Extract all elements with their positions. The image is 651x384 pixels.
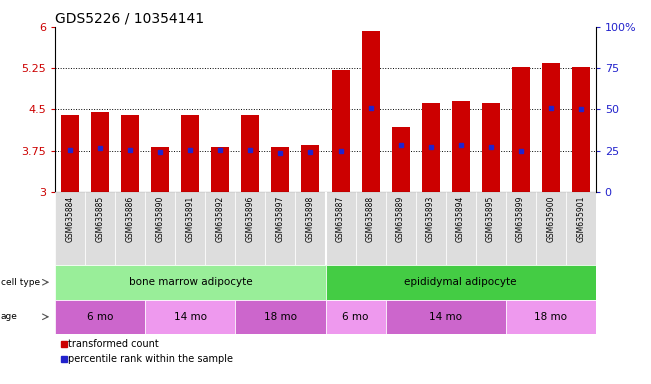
Text: GSM635892: GSM635892 [216, 196, 225, 242]
Bar [115, 192, 145, 265]
Bar [182, 115, 199, 192]
Bar [506, 192, 536, 265]
Text: age: age [1, 312, 18, 321]
Bar [145, 300, 236, 334]
Text: transformed count: transformed count [68, 339, 159, 349]
Bar [326, 265, 596, 300]
Bar [55, 300, 145, 334]
Text: 14 mo: 14 mo [174, 312, 207, 322]
Text: cell type: cell type [1, 278, 40, 287]
Text: GSM635894: GSM635894 [456, 196, 465, 242]
Bar [152, 147, 169, 192]
Text: GSM635884: GSM635884 [66, 196, 75, 242]
Bar [476, 192, 506, 265]
Bar [536, 192, 566, 265]
Text: GSM635886: GSM635886 [126, 196, 135, 242]
Text: GSM635895: GSM635895 [486, 196, 495, 242]
Text: GSM635901: GSM635901 [576, 196, 585, 242]
Text: GSM635891: GSM635891 [186, 196, 195, 242]
Bar [242, 115, 260, 192]
Text: GSM635888: GSM635888 [366, 196, 375, 242]
Text: 6 mo: 6 mo [87, 312, 113, 322]
Text: GSM635899: GSM635899 [516, 196, 525, 242]
Bar [331, 70, 350, 192]
Text: GSM635885: GSM635885 [96, 196, 105, 242]
Bar [61, 115, 79, 192]
Bar [121, 115, 139, 192]
Bar [452, 101, 469, 192]
Bar [175, 192, 206, 265]
Text: GSM635900: GSM635900 [546, 196, 555, 242]
Text: GSM635896: GSM635896 [246, 196, 255, 242]
Text: GSM635890: GSM635890 [156, 196, 165, 242]
Text: GSM635889: GSM635889 [396, 196, 405, 242]
Text: GSM635898: GSM635898 [306, 196, 315, 242]
Bar [55, 192, 85, 265]
Bar [422, 103, 439, 192]
Text: percentile rank within the sample: percentile rank within the sample [68, 354, 233, 364]
Bar [572, 66, 590, 192]
Text: 18 mo: 18 mo [534, 312, 567, 322]
Bar [385, 192, 415, 265]
Bar [91, 112, 109, 192]
Bar [145, 192, 175, 265]
Bar [271, 147, 290, 192]
Bar [212, 147, 229, 192]
Bar [415, 192, 445, 265]
Text: GSM635887: GSM635887 [336, 196, 345, 242]
Bar [361, 31, 380, 192]
Text: 14 mo: 14 mo [429, 312, 462, 322]
Bar [512, 66, 530, 192]
Text: GSM635893: GSM635893 [426, 196, 435, 242]
Bar [445, 192, 476, 265]
Text: GDS5226 / 10354141: GDS5226 / 10354141 [55, 12, 204, 26]
Bar [206, 192, 236, 265]
Bar [296, 192, 326, 265]
Bar [301, 145, 320, 192]
Bar [326, 192, 355, 265]
Text: 18 mo: 18 mo [264, 312, 297, 322]
Bar [391, 127, 409, 192]
Bar [236, 192, 266, 265]
Text: 6 mo: 6 mo [342, 312, 368, 322]
Bar [566, 192, 596, 265]
Bar [385, 300, 506, 334]
Bar [542, 63, 560, 192]
Text: epididymal adipocyte: epididymal adipocyte [404, 277, 517, 287]
Bar [355, 192, 385, 265]
Text: GSM635897: GSM635897 [276, 196, 285, 242]
Bar [482, 103, 499, 192]
Bar [55, 265, 325, 300]
Bar [326, 300, 385, 334]
Bar [506, 300, 596, 334]
Bar [236, 300, 326, 334]
Bar [85, 192, 115, 265]
Bar [266, 192, 296, 265]
Text: bone marrow adipocyte: bone marrow adipocyte [129, 277, 252, 287]
